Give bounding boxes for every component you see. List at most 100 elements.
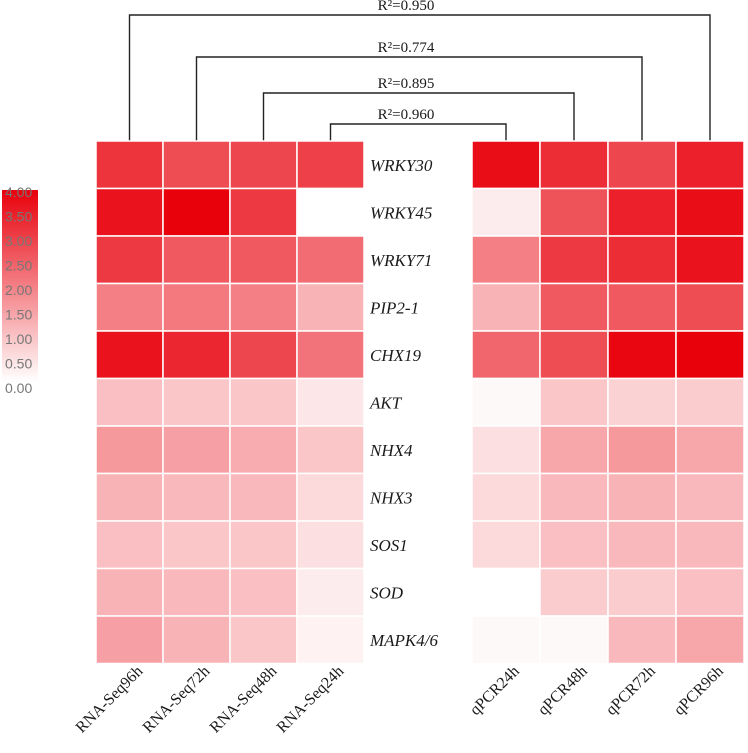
scale-tick-label: 3.00 [5,233,32,249]
column-label: RNA-Seq72h [140,663,214,737]
rna-seq-cell [162,377,231,427]
rna-seq-cell [296,330,365,380]
gene-label: WRKY30 [370,156,433,175]
qpcr-cell [471,567,541,617]
qpcr-cell [539,472,609,522]
rna-seq-cell [162,615,231,665]
qpcr-cell [607,472,677,522]
qpcr-cell [539,567,609,617]
gene-label: NHX3 [369,488,413,507]
rna-seq-cell [95,187,164,237]
qpcr-cell [675,187,745,237]
rna-seq-cell [296,520,365,570]
qpcr-cell [675,567,745,617]
rna-seq-cell [229,187,298,237]
column-label: qPCR48h [535,663,591,719]
qpcr-cell [539,425,609,475]
rna-seq-cell [162,282,231,332]
qpcr-cell [539,615,609,665]
rna-seq-cell [95,330,164,380]
rna-seq-cell [162,140,231,190]
rna-seq-cell [296,235,365,285]
correlation-bracket [329,123,507,141]
rna-seq-cell [229,330,298,380]
qpcr-cell [471,330,541,380]
column-label: qPCR24h [467,663,523,719]
qpcr-cell [539,140,609,190]
qpcr-cell [471,472,541,522]
qpcr-cell [607,520,677,570]
rna-seq-cell [162,330,231,380]
qpcr-cell [607,615,677,665]
qpcr-cell [471,520,541,570]
qpcr-cell [607,187,677,237]
rna-seq-cell [229,567,298,617]
qpcr-cell [675,615,745,665]
qpcr-cell [607,567,677,617]
qpcr-cell [675,235,745,285]
qpcr-cell [471,187,541,237]
qpcr-cell [675,330,745,380]
qpcr-cell [675,472,745,522]
rna-seq-cell [95,425,164,475]
rna-seq-cell [229,235,298,285]
rna-seq-cell [296,377,365,427]
rna-seq-cell [95,520,164,570]
correlation-bracket [262,92,575,141]
column-label: qPCR72h [603,663,659,719]
r-squared-label: R²=0.960 [378,107,435,123]
rna-seq-cell [95,615,164,665]
rna-seq-cell [162,567,231,617]
gene-labels: WRKY30 WRKY45 WRKY71 PIP2-1 CHX19 AKT NHX4 NHX3… [369,156,438,650]
qpcr-cell [607,140,677,190]
qpcr-cell [539,330,609,380]
scale-tick-label: 0.00 [5,380,32,396]
rna-seq-cell [162,187,231,237]
rna-seq-cell [229,140,298,190]
column-label: qPCR96h [671,663,727,719]
rna-seq-cell [296,472,365,522]
r-squared-label: R²=0.950 [378,0,435,14]
qpcr-cell [675,282,745,332]
rna-seq-cell [229,615,298,665]
qpcr-cell [675,140,745,190]
gene-label: SOS1 [370,536,408,555]
rna-seq-cell [162,425,231,475]
qpcr-cell [607,377,677,427]
qpcr-cell [539,282,609,332]
rna-seq-cell [95,567,164,617]
correlation-brackets: R²=0.950 R²=0.774 R²=0.895 R²=0.960 [128,0,711,141]
scale-tick-label: 2.00 [5,282,32,298]
rna-seq-cell [296,187,365,237]
rna-seq-cell [296,425,365,475]
column-label: RNA-Seq24h [274,663,348,737]
qpcr-cell [471,235,541,285]
gene-label: CHX19 [370,346,422,365]
color-scale-bar [2,190,38,382]
rna-seq-cell [229,282,298,332]
qpcr-cell [607,425,677,475]
correlation-bracket [128,14,711,141]
gene-label: WRKY71 [370,251,432,270]
column-labels: RNA-Seq96hRNA-Seq72hRNA-Seq48hRNA-Seq24h… [73,663,727,737]
column-label: RNA-Seq96h [73,663,147,737]
rna-seq-cell [95,377,164,427]
qpcr-cell [471,615,541,665]
rna-seq-cell [229,377,298,427]
scale-tick-label: 1.50 [5,307,32,323]
qpcr-cell [539,187,609,237]
rna-seq-cell [229,520,298,570]
qpcr-cell [539,520,609,570]
qpcr-cell [471,377,541,427]
qpcr-cell [471,282,541,332]
rna-seq-cell [95,282,164,332]
qpcr-cell [675,520,745,570]
scale-tick-label: 2.50 [5,258,32,274]
rna-seq-cell [296,567,365,617]
rna-seq-cell [229,472,298,522]
qpcr-cell [675,425,745,475]
qpcr-cell [539,235,609,285]
qpcr-cell [471,425,541,475]
scale-tick-label: 4.00 [5,184,32,200]
